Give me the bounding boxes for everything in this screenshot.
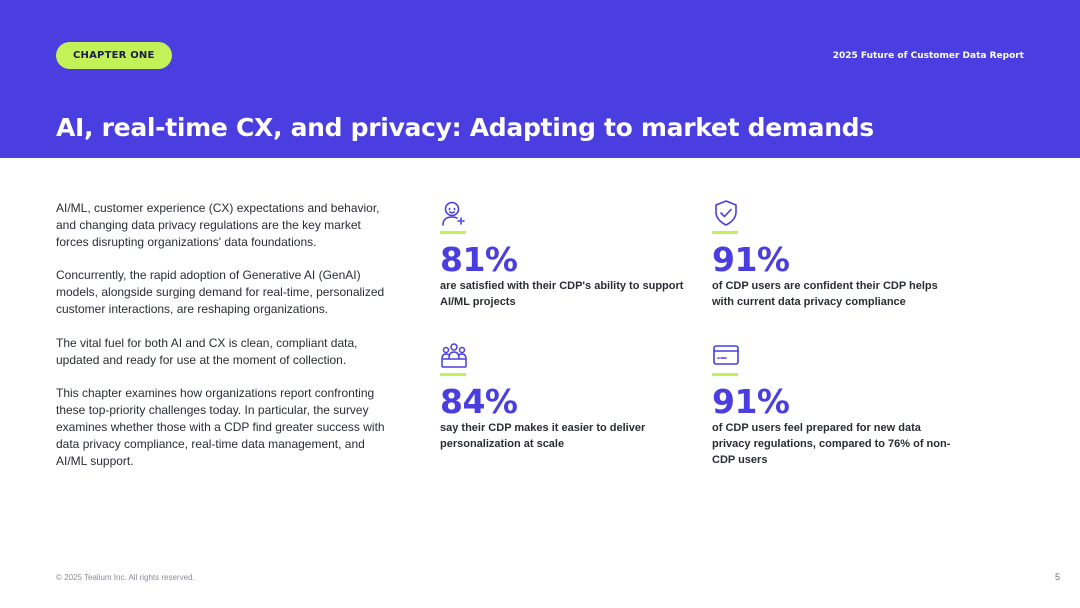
stat-underline [440, 231, 466, 234]
intro-paragraph: This chapter examines how organizations … [56, 386, 385, 468]
stat-value: 84% [440, 382, 518, 421]
user-bot-icon [440, 199, 468, 227]
stat-value: 81% [440, 240, 518, 279]
stat-description: say their CDP makes it easier to deliver… [440, 422, 646, 450]
report-title: 2025 Future of Customer Data Report [832, 51, 1024, 61]
copyright-notice: © 2025 Tealium Inc. All rights reserved. [56, 573, 195, 582]
stat-underline [712, 231, 738, 234]
chapter-badge: CHAPTER ONE [56, 42, 172, 69]
stat-card-privacy-compliance: 91% of CDP users are confident their CDP… [712, 199, 972, 310]
intro-text: AI/ML, customer experience (CX) expectat… [56, 200, 386, 486]
intro-paragraph: The vital fuel for both AI and CX is cle… [56, 335, 358, 367]
stat-underline [440, 373, 466, 376]
intro-paragraph: Concurrently, the rapid adoption of Gene… [56, 268, 385, 316]
stat-description: of CDP users are confident their CDP hel… [712, 280, 938, 308]
intro-paragraph: AI/ML, customer experience (CX) expectat… [56, 201, 380, 249]
stat-description: of CDP users feel prepared for new data … [712, 422, 951, 466]
stat-description: are satisfied with their CDP's ability t… [440, 280, 684, 308]
group-icon [440, 341, 468, 369]
header-banner: CHAPTER ONE 2025 Future of Customer Data… [0, 0, 1080, 158]
stat-value: 91% [712, 382, 790, 421]
stat-card-new-regulations: 91% of CDP users feel prepared for new d… [712, 341, 972, 468]
stat-value: 91% [712, 240, 790, 279]
card-icon [712, 341, 740, 369]
shield-check-icon [712, 199, 740, 227]
page-number: 5 [1054, 572, 1060, 582]
page-title: AI, real-time CX, and privacy: Adapting … [56, 113, 874, 142]
stat-card-ai-ml: 81% are satisfied with their CDP's abili… [440, 199, 700, 310]
stat-underline [712, 373, 738, 376]
stat-card-personalization: 84% say their CDP makes it easier to del… [440, 341, 700, 452]
